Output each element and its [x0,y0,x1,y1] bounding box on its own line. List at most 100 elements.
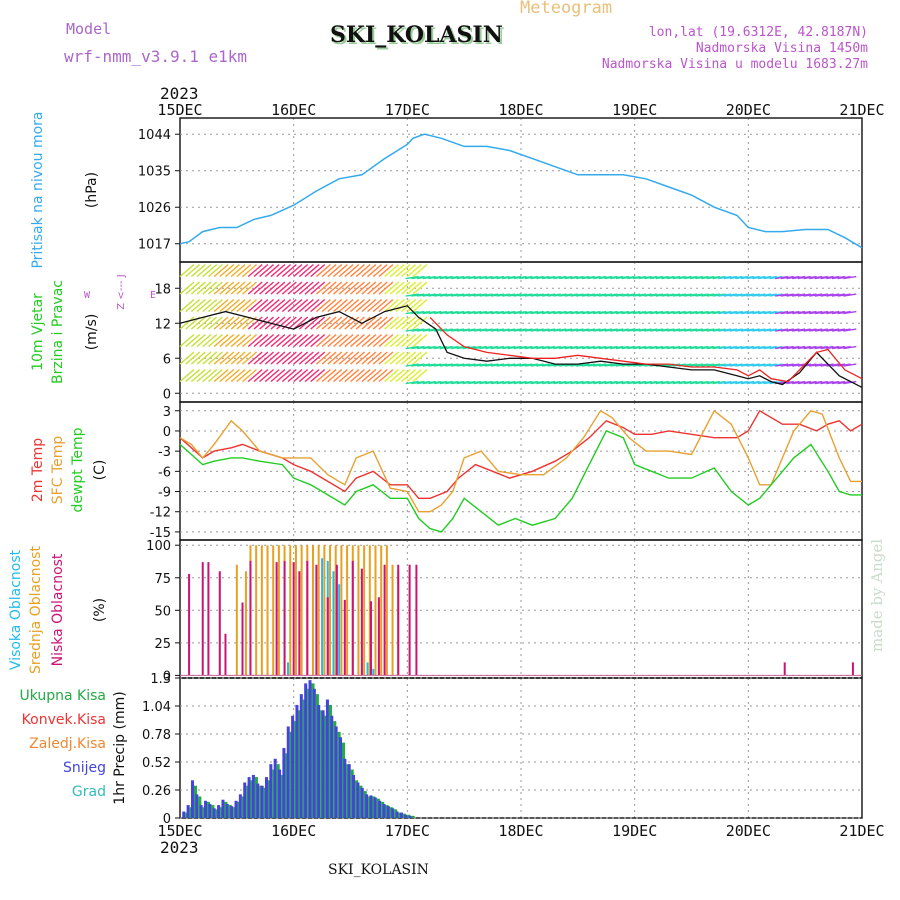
wind-barb [775,275,789,280]
wind-barb [315,264,331,278]
wind-barb [615,293,630,297]
wind-barb [242,351,257,365]
snow-bar [308,680,312,818]
x-tick-label-bottom: 15DEC [157,822,202,840]
wind-barb [769,293,783,297]
wind-barb [581,380,595,385]
wind-barb [644,345,658,350]
wind-barb [253,299,269,313]
wind-barb [287,264,303,278]
wind-barb [355,351,371,365]
wind-barb [219,334,235,348]
wind-barb [638,293,652,297]
wind-barb [587,380,601,385]
wind-barb [843,380,857,385]
snow-bar [321,710,325,818]
wind-barb [695,345,709,350]
y-tick-label: 0 [163,387,171,402]
wind-barb [678,328,692,332]
wind-barb [236,299,252,313]
wind-barb [610,275,624,280]
wind-barb [445,380,459,385]
wind-barb [780,380,794,385]
wind-barb [434,380,448,385]
wind-barb [649,275,664,280]
wind-barb [270,264,286,278]
wind-barb [667,345,681,350]
wind-barb [649,310,664,315]
snow-bar [190,780,194,818]
precip-ylabel: 1hr Precip (mm) [112,691,128,804]
wind-barb [372,316,388,330]
wind-barb [507,345,522,350]
wind-barb [225,264,240,278]
wind-barb [513,380,527,385]
wind-barb [826,345,840,350]
wind-barb [247,351,263,365]
y-tick-label: 6 [163,352,171,367]
wind-barb [225,316,240,330]
wind-barb [598,328,613,332]
wind-barb [740,310,755,315]
wind-barb [225,299,240,313]
wind-barb [405,275,419,280]
wind-barb [485,275,499,280]
wind-barb [384,351,400,365]
wind-barb [814,363,829,367]
wind-barb [541,380,556,385]
wind-barb [321,316,337,330]
wind-barb [519,275,533,280]
year-top: 2023 [160,84,199,103]
wind-barb [780,328,794,332]
wind-barb [536,345,550,350]
wind-barb [411,363,425,367]
wind-barb [405,380,419,385]
model-label: Model [66,20,112,38]
wind-barb [593,345,607,350]
wind-barb [179,316,195,330]
wind-barb [304,351,320,365]
wind-barb [837,275,851,280]
wind-barb [519,310,533,315]
wind-barb [315,281,331,295]
wind-barb [395,281,411,295]
wind-barb [644,310,658,315]
y-tick-label: 18 [154,282,171,297]
wind-barb [315,369,331,383]
station-title: SKI_KOLASIN [330,22,503,48]
wind-barb [593,380,607,385]
wind-barb [405,293,419,297]
wind-barb [406,316,422,330]
wind-barb [372,264,388,278]
wind-barb [264,351,280,365]
wind-barb [468,275,482,280]
wind-barb [207,299,223,313]
wind-barb [389,351,405,365]
wind-barb [735,328,749,332]
wind-barb [513,310,527,315]
wind-barb [632,380,647,385]
snow-bar [382,804,386,818]
wind-barb [797,380,811,385]
wind-barb [213,281,229,295]
snow-bar [247,777,251,818]
wind-barb [740,345,755,350]
wind-barb [746,310,760,315]
wind-barb [230,334,246,348]
wind-barb [752,293,766,297]
wind-barb [338,351,354,365]
wind-barb [661,380,675,385]
wind-barb [321,334,337,348]
wind-barb [344,264,360,278]
wind-barb [570,275,584,280]
wind-barb [355,264,371,278]
wind-barb [587,345,601,350]
wind-barb [361,264,377,278]
snow-bar [365,794,369,818]
temp-unit: (C) [92,460,108,481]
wind-barb [473,293,488,297]
wind-barb [547,345,561,350]
wind-barb [809,293,823,297]
wind-barb [837,328,851,332]
wind-barb [270,334,286,348]
